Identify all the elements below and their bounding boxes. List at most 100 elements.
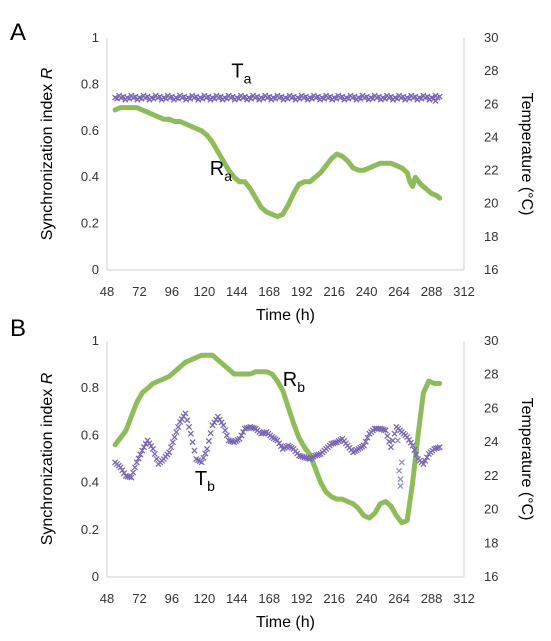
- series-marker: [261, 429, 268, 436]
- y-right-tick-label: 18: [484, 535, 498, 550]
- y-right-tick-label: 30: [484, 30, 498, 45]
- series-marker: [184, 417, 191, 424]
- series-marker: [204, 445, 211, 452]
- series-marker: [130, 469, 137, 476]
- series-marker: [151, 450, 158, 458]
- y-right-axis-title: Temperature (°C): [518, 93, 535, 216]
- series-marker: [378, 426, 386, 433]
- series-ra: [112, 105, 443, 220]
- y-right-title-text: Temperature (: [518, 93, 535, 193]
- series-marker: [236, 435, 243, 442]
- series-label: Ra: [210, 158, 232, 184]
- y-left-tick-label: 0.6: [81, 123, 99, 138]
- series-label-sub: b: [297, 379, 305, 395]
- series-marker: [384, 432, 391, 440]
- x-tick-label: 48: [100, 284, 114, 299]
- series-marker: [238, 432, 245, 439]
- series-marker: [274, 437, 281, 444]
- series-marker: [207, 430, 214, 437]
- x-tick-label: 240: [356, 284, 378, 299]
- y-left-tick-label: 0.8: [81, 76, 99, 91]
- series-marker: [277, 443, 285, 450]
- series-marker: [436, 444, 443, 451]
- series-marker: [276, 440, 283, 447]
- y-left-title-text: Synchronization index: [39, 79, 56, 240]
- series-marker: [332, 439, 339, 446]
- series-marker: [198, 459, 205, 466]
- series-marker: [405, 436, 413, 443]
- series-marker: [119, 467, 126, 474]
- series-marker: [191, 447, 198, 454]
- series-marker: [222, 427, 229, 434]
- series-marker: [380, 426, 387, 433]
- y-left-tick-label: 0: [92, 262, 99, 277]
- series-marker: [431, 445, 438, 452]
- series-line: [112, 352, 443, 526]
- y-right-tick-label: 22: [484, 468, 498, 483]
- series-marker: [187, 430, 194, 437]
- series-label-main: R: [210, 158, 224, 180]
- series-marker: [387, 444, 395, 451]
- y-left-title-text: Synchronization index: [39, 384, 56, 545]
- series-marker: [209, 422, 216, 429]
- series-marker: [432, 445, 440, 452]
- y-right-tick-label: 28: [484, 63, 498, 78]
- series-marker: [171, 434, 178, 441]
- x-tick-label: 264: [388, 284, 410, 299]
- series-marker: [122, 472, 129, 479]
- series-marker: [382, 427, 389, 434]
- series-marker: [133, 459, 140, 466]
- series-marker: [144, 437, 151, 444]
- x-tick-label: 192: [291, 591, 313, 606]
- y-right-title-unit: °C: [518, 192, 535, 210]
- x-tick-label: 264: [388, 591, 410, 606]
- series-marker: [185, 423, 193, 431]
- x-tick-label: 144: [226, 284, 248, 299]
- y-right-title-close: ): [518, 515, 535, 520]
- y-left-tick-label: 0.8: [81, 380, 99, 395]
- series-marker: [205, 437, 212, 445]
- series-marker: [409, 442, 416, 449]
- x-tick-label: 216: [323, 591, 345, 606]
- series-marker: [259, 430, 267, 437]
- series-label-main: T: [231, 60, 243, 82]
- series-marker: [200, 454, 207, 461]
- panel-letter: B: [10, 315, 26, 342]
- series-label-sub: b: [207, 478, 215, 494]
- series-marker: [413, 451, 420, 458]
- y-right-tick-label: 16: [484, 569, 498, 584]
- series-marker: [182, 410, 189, 417]
- x-axis-title: Time (h): [256, 614, 315, 631]
- series-marker: [149, 445, 157, 452]
- series-marker: [328, 440, 335, 447]
- series-marker: [420, 460, 427, 468]
- y-right-tick-label: 28: [484, 367, 498, 382]
- series-label: Rb: [283, 369, 305, 395]
- series-marker: [220, 422, 227, 429]
- series-marker: [432, 97, 439, 105]
- x-tick-label: 288: [421, 591, 443, 606]
- series-marker: [166, 449, 173, 456]
- y-left-axis-title: Synchronization index R: [39, 67, 56, 240]
- x-tick-label: 168: [258, 591, 280, 606]
- series-label: Ta: [231, 60, 251, 86]
- series-marker: [223, 432, 230, 439]
- series-label-sub: a: [224, 168, 232, 184]
- series-marker: [131, 464, 139, 471]
- series-marker: [396, 467, 403, 474]
- y-right-tick-label: 24: [484, 129, 498, 144]
- series-marker: [178, 416, 185, 423]
- y-left-axis-title: Synchronization index R: [39, 372, 56, 545]
- y-right-tick-label: 20: [484, 196, 498, 211]
- y-left-title-var: R: [39, 372, 56, 384]
- series-marker: [297, 453, 304, 460]
- y-left-tick-label: 1: [92, 333, 99, 348]
- series-marker: [124, 473, 131, 480]
- series-label-main: R: [283, 369, 297, 391]
- y-right-title-close: ): [518, 210, 535, 215]
- series-marker: [330, 440, 337, 447]
- series-marker: [227, 437, 234, 445]
- x-tick-label: 312: [453, 284, 475, 299]
- y-left-tick-label: 0.6: [81, 427, 99, 442]
